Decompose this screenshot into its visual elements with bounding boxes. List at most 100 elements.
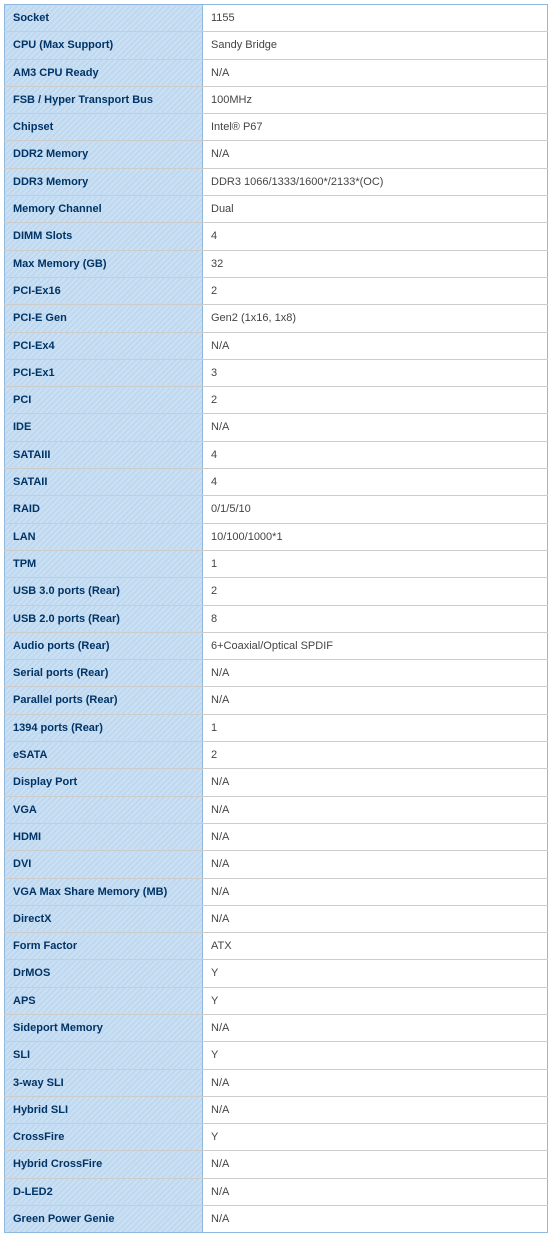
spec-label: USB 3.0 ports (Rear) [5,578,203,605]
spec-value: N/A [203,1178,548,1205]
spec-label: CrossFire [5,1124,203,1151]
table-row: DrMOSY [5,960,548,987]
spec-value: N/A [203,905,548,932]
spec-value: 3 [203,359,548,386]
spec-label: DVI [5,851,203,878]
spec-label: Hybrid CrossFire [5,1151,203,1178]
spec-label: DrMOS [5,960,203,987]
table-row: D-LED2N/A [5,1178,548,1205]
table-row: DirectXN/A [5,905,548,932]
table-row: Audio ports (Rear)6+Coaxial/Optical SPDI… [5,632,548,659]
spec-label: Green Power Genie [5,1206,203,1233]
spec-label: AM3 CPU Ready [5,59,203,86]
spec-value: 4 [203,469,548,496]
table-row: PCI-Ex13 [5,359,548,386]
spec-label: D-LED2 [5,1178,203,1205]
spec-value: 2 [203,387,548,414]
table-row: PCI-Ex4N/A [5,332,548,359]
spec-label: 1394 ports (Rear) [5,714,203,741]
spec-value: N/A [203,1096,548,1123]
table-row: SATAII4 [5,469,548,496]
spec-label: Audio ports (Rear) [5,632,203,659]
spec-label: RAID [5,496,203,523]
spec-value: N/A [203,796,548,823]
spec-label: VGA [5,796,203,823]
spec-value: Dual [203,196,548,223]
spec-label: DDR2 Memory [5,141,203,168]
table-row: Memory ChannelDual [5,196,548,223]
spec-label: Form Factor [5,933,203,960]
spec-table: Socket1155CPU (Max Support)Sandy BridgeA… [4,4,548,1233]
spec-value: 4 [203,223,548,250]
spec-value: 2 [203,277,548,304]
spec-value: Y [203,1042,548,1069]
table-row: DIMM Slots4 [5,223,548,250]
spec-value: 2 [203,578,548,605]
spec-label: Chipset [5,114,203,141]
spec-label: Hybrid SLI [5,1096,203,1123]
table-row: Display PortN/A [5,769,548,796]
spec-label: VGA Max Share Memory (MB) [5,878,203,905]
table-row: ChipsetIntel® P67 [5,114,548,141]
spec-value: 8 [203,605,548,632]
spec-label: DIMM Slots [5,223,203,250]
spec-label: PCI [5,387,203,414]
spec-label: IDE [5,414,203,441]
spec-value: Y [203,960,548,987]
spec-label: TPM [5,550,203,577]
spec-value: N/A [203,660,548,687]
table-row: Parallel ports (Rear)N/A [5,687,548,714]
table-row: CrossFireY [5,1124,548,1151]
spec-label: Sideport Memory [5,1014,203,1041]
spec-value: ATX [203,933,548,960]
table-row: 3-way SLIN/A [5,1069,548,1096]
table-row: eSATA2 [5,742,548,769]
spec-label: FSB / Hyper Transport Bus [5,86,203,113]
spec-value: N/A [203,823,548,850]
spec-value: Gen2 (1x16, 1x8) [203,305,548,332]
table-row: IDEN/A [5,414,548,441]
spec-value: Intel® P67 [203,114,548,141]
table-row: AM3 CPU ReadyN/A [5,59,548,86]
table-row: Form FactorATX [5,933,548,960]
table-row: LAN10/100/1000*1 [5,523,548,550]
spec-value: N/A [203,1151,548,1178]
table-row: DDR3 MemoryDDR3 1066/1333/1600*/2133*(OC… [5,168,548,195]
table-row: PCI2 [5,387,548,414]
spec-value: N/A [203,687,548,714]
table-row: TPM1 [5,550,548,577]
table-row: Hybrid CrossFireN/A [5,1151,548,1178]
spec-label: DirectX [5,905,203,932]
spec-label: HDMI [5,823,203,850]
spec-value: 10/100/1000*1 [203,523,548,550]
spec-label: 3-way SLI [5,1069,203,1096]
spec-value: 32 [203,250,548,277]
table-row: APSY [5,987,548,1014]
table-row: CPU (Max Support)Sandy Bridge [5,32,548,59]
table-row: VGA Max Share Memory (MB)N/A [5,878,548,905]
spec-value: N/A [203,851,548,878]
table-row: Socket1155 [5,5,548,32]
table-row: RAID0/1/5/10 [5,496,548,523]
spec-label: Socket [5,5,203,32]
spec-label: Parallel ports (Rear) [5,687,203,714]
spec-value: Sandy Bridge [203,32,548,59]
table-row: VGAN/A [5,796,548,823]
table-row: USB 2.0 ports (Rear)8 [5,605,548,632]
spec-value: 1155 [203,5,548,32]
spec-value: 100MHz [203,86,548,113]
spec-value: Y [203,987,548,1014]
spec-value: 0/1/5/10 [203,496,548,523]
table-row: FSB / Hyper Transport Bus100MHz [5,86,548,113]
table-row: Serial ports (Rear)N/A [5,660,548,687]
spec-label: Memory Channel [5,196,203,223]
spec-table-body: Socket1155CPU (Max Support)Sandy BridgeA… [5,5,548,1233]
table-row: PCI-E GenGen2 (1x16, 1x8) [5,305,548,332]
spec-label: PCI-Ex1 [5,359,203,386]
spec-label: Display Port [5,769,203,796]
spec-value: N/A [203,332,548,359]
spec-label: eSATA [5,742,203,769]
table-row: SLIY [5,1042,548,1069]
spec-label: PCI-E Gen [5,305,203,332]
table-row: Hybrid SLIN/A [5,1096,548,1123]
